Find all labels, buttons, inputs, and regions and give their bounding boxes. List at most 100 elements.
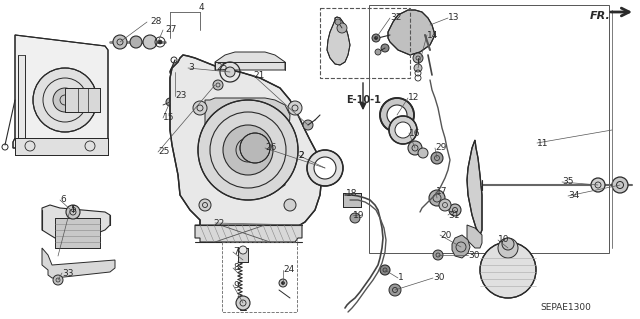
- Text: E-10-1: E-10-1: [346, 95, 381, 105]
- Circle shape: [335, 19, 341, 25]
- Text: 2: 2: [298, 151, 303, 160]
- Polygon shape: [452, 235, 470, 258]
- Polygon shape: [55, 218, 100, 248]
- Text: 25: 25: [216, 63, 227, 72]
- Circle shape: [223, 125, 273, 175]
- Polygon shape: [42, 248, 115, 278]
- Polygon shape: [195, 225, 302, 242]
- Circle shape: [53, 275, 63, 285]
- Polygon shape: [13, 35, 108, 148]
- Circle shape: [239, 246, 247, 254]
- Circle shape: [307, 150, 343, 186]
- Circle shape: [431, 152, 443, 164]
- Text: 30: 30: [468, 250, 479, 259]
- Circle shape: [387, 105, 407, 125]
- Circle shape: [337, 23, 347, 33]
- Circle shape: [240, 133, 270, 163]
- Text: 27: 27: [165, 26, 177, 34]
- Text: 20: 20: [440, 231, 451, 240]
- Bar: [343, 193, 361, 207]
- Circle shape: [350, 213, 360, 223]
- Circle shape: [279, 279, 287, 287]
- Polygon shape: [467, 140, 482, 235]
- Circle shape: [143, 35, 157, 49]
- Circle shape: [429, 190, 445, 206]
- Circle shape: [439, 199, 451, 211]
- Text: SEPAE1300: SEPAE1300: [540, 303, 591, 313]
- Text: 5: 5: [70, 205, 76, 214]
- Circle shape: [433, 250, 443, 260]
- Bar: [369, 5, 609, 253]
- Text: 32: 32: [390, 13, 401, 23]
- Text: 9: 9: [233, 280, 239, 290]
- Circle shape: [395, 122, 411, 138]
- Circle shape: [612, 177, 628, 193]
- Bar: [343, 193, 361, 207]
- Text: 25: 25: [158, 147, 170, 157]
- Text: 18: 18: [346, 189, 358, 197]
- Circle shape: [502, 238, 514, 250]
- Text: 11: 11: [537, 138, 548, 147]
- Circle shape: [33, 68, 97, 132]
- Text: 23: 23: [175, 91, 186, 100]
- Polygon shape: [42, 205, 110, 238]
- Circle shape: [166, 98, 174, 106]
- Circle shape: [381, 44, 389, 52]
- Circle shape: [303, 120, 313, 130]
- Circle shape: [288, 101, 302, 115]
- Bar: [222, 242, 297, 312]
- Circle shape: [282, 281, 285, 285]
- Circle shape: [198, 100, 298, 200]
- Circle shape: [236, 296, 250, 310]
- Text: 6: 6: [60, 196, 66, 204]
- Text: 15: 15: [163, 114, 175, 122]
- Text: 10: 10: [498, 235, 509, 244]
- Text: 31: 31: [448, 211, 460, 219]
- Circle shape: [314, 157, 336, 179]
- Polygon shape: [15, 138, 108, 155]
- Polygon shape: [215, 52, 285, 70]
- Circle shape: [193, 101, 207, 115]
- Circle shape: [170, 67, 180, 77]
- Polygon shape: [205, 98, 290, 198]
- Circle shape: [199, 199, 211, 211]
- Text: 1: 1: [398, 273, 404, 283]
- Text: 29: 29: [435, 144, 446, 152]
- Circle shape: [380, 265, 390, 275]
- Circle shape: [66, 205, 80, 219]
- Polygon shape: [18, 55, 25, 138]
- Circle shape: [408, 141, 422, 155]
- Circle shape: [380, 98, 414, 132]
- Circle shape: [113, 35, 127, 49]
- Circle shape: [498, 238, 518, 258]
- Circle shape: [389, 116, 417, 144]
- Text: 28: 28: [150, 18, 161, 26]
- Circle shape: [374, 36, 378, 40]
- Text: 2: 2: [298, 151, 303, 160]
- Circle shape: [130, 36, 142, 48]
- Text: 4: 4: [199, 4, 205, 12]
- Circle shape: [480, 242, 536, 298]
- Circle shape: [591, 178, 605, 192]
- Text: 33: 33: [62, 269, 74, 278]
- Circle shape: [449, 204, 461, 216]
- Text: 17: 17: [436, 188, 447, 197]
- Text: 16: 16: [409, 129, 420, 137]
- Bar: [320, 8, 410, 78]
- Polygon shape: [238, 248, 248, 262]
- Circle shape: [158, 40, 162, 44]
- Circle shape: [389, 284, 401, 296]
- Text: FR.: FR.: [590, 11, 611, 21]
- Text: 19: 19: [353, 211, 365, 219]
- Text: 7: 7: [233, 248, 239, 256]
- Polygon shape: [388, 10, 435, 55]
- Text: 24: 24: [283, 265, 294, 275]
- Circle shape: [213, 80, 223, 90]
- Text: 21: 21: [253, 70, 264, 79]
- Circle shape: [284, 199, 296, 211]
- Text: 12: 12: [408, 93, 419, 102]
- Circle shape: [243, 145, 253, 155]
- Text: 3: 3: [188, 63, 194, 72]
- Text: 13: 13: [448, 13, 460, 23]
- Text: 26: 26: [265, 144, 276, 152]
